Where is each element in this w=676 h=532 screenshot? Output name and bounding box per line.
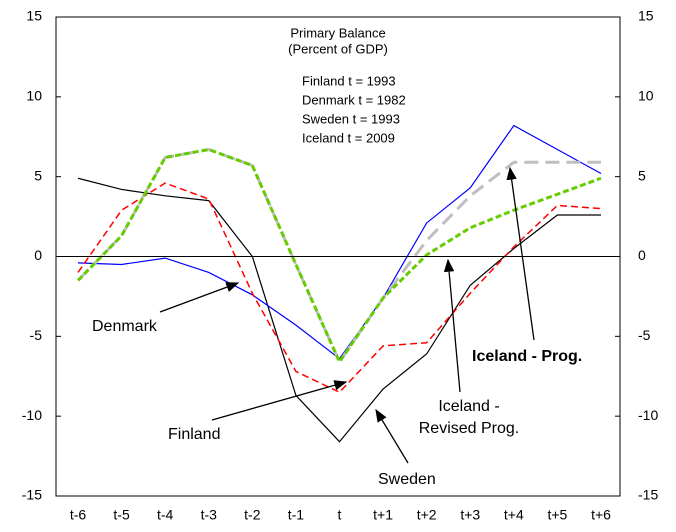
series-label: Finland: [168, 426, 220, 443]
note: Iceland t = 2009: [302, 130, 395, 145]
x-tick-label: t-6: [70, 507, 87, 523]
y-tick-label: 10: [26, 88, 42, 104]
arrow: [443, 258, 461, 393]
series-label: Sweden: [378, 471, 436, 488]
series-label: Iceland - Prog.: [472, 348, 582, 365]
x-tick-label: t: [338, 507, 342, 523]
note: Finland t = 1993: [302, 73, 396, 88]
y-tick-label: 0: [34, 247, 42, 263]
x-tick-label: t+4: [504, 507, 524, 523]
x-tick-label: t+1: [373, 507, 393, 523]
x-tick-label: t-3: [201, 507, 218, 523]
x-tick-label: t+5: [547, 507, 567, 523]
x-tick-label: t-5: [113, 507, 130, 523]
chart-title: Primary Balance: [290, 25, 385, 40]
y2-tick-label: -10: [638, 407, 658, 423]
y2-tick-label: 5: [638, 167, 646, 183]
arrow: [375, 408, 409, 464]
arrow: [159, 282, 240, 313]
y2-tick-label: 10: [638, 88, 654, 104]
y2-tick-label: -5: [638, 327, 651, 343]
x-tick-label: t+3: [460, 507, 480, 523]
x-tick-label: t-4: [157, 507, 174, 523]
series-line: [77, 182, 602, 394]
note: Sweden t = 1993: [302, 111, 400, 126]
x-tick-label: t+6: [591, 507, 611, 523]
y2-tick-label: 0: [638, 247, 646, 263]
y-tick-label: 15: [26, 8, 42, 24]
series-label: Iceland - Revised Prog.: [418, 398, 520, 437]
x-tick-label: t-2: [244, 507, 261, 523]
y-tick-label: -5: [30, 327, 43, 343]
arrow: [506, 166, 535, 341]
x-tick-label: t-1: [288, 507, 305, 523]
series-group: [76, 124, 602, 443]
chart-subtitle: (Percent of GDP): [288, 41, 388, 56]
y2-tick-label: 15: [638, 8, 654, 24]
y-tick-label: 5: [34, 167, 42, 183]
arrow: [211, 380, 348, 421]
x-tick-label: t+2: [417, 507, 437, 523]
y-tick-label: -15: [22, 487, 42, 503]
y2-tick-label: -15: [638, 487, 658, 503]
y-tick-label: -10: [22, 407, 42, 423]
series-label: Denmark: [92, 318, 158, 335]
series-line: [76, 147, 602, 365]
series-line: [76, 147, 601, 365]
series-label-box: Iceland - Revised Prog.: [418, 398, 520, 437]
note: Denmark t = 1982: [302, 92, 406, 107]
series-line: [77, 177, 601, 443]
